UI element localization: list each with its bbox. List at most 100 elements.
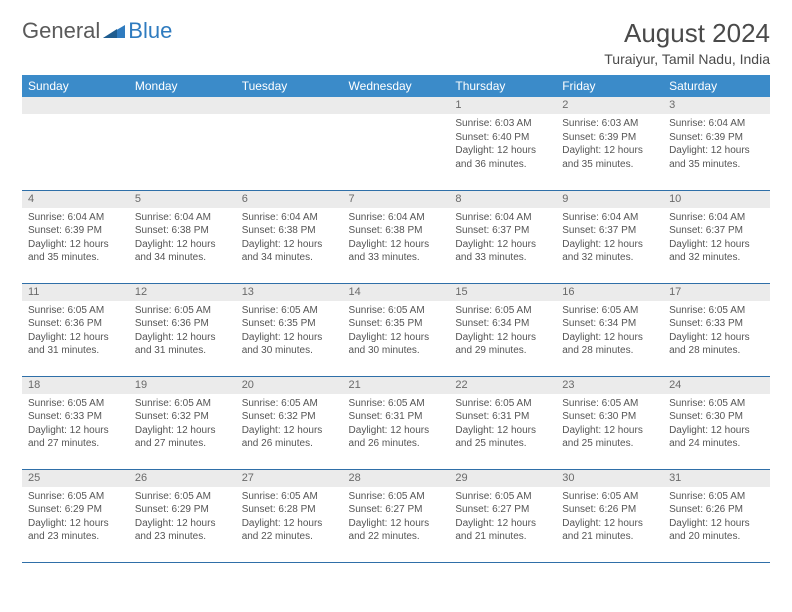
daylight-text: Daylight: 12 hours and 35 minutes. — [669, 144, 764, 171]
day-number: 21 — [343, 377, 450, 394]
sunrise-text: Sunrise: 6:05 AM — [562, 490, 657, 504]
day-details: Sunrise: 6:03 AMSunset: 6:39 PMDaylight:… — [556, 114, 663, 171]
day-number: 19 — [129, 377, 236, 394]
sunrise-text: Sunrise: 6:05 AM — [669, 490, 764, 504]
calendar-cell: 30Sunrise: 6:05 AMSunset: 6:26 PMDayligh… — [556, 469, 663, 562]
calendar-cell: 21Sunrise: 6:05 AMSunset: 6:31 PMDayligh… — [343, 376, 450, 469]
location: Turaiyur, Tamil Nadu, India — [604, 51, 770, 67]
weekday-header-row: Sunday Monday Tuesday Wednesday Thursday… — [22, 75, 770, 97]
sunset-text: Sunset: 6:32 PM — [135, 410, 230, 424]
daylight-text: Daylight: 12 hours and 29 minutes. — [455, 331, 550, 358]
day-number: 8 — [449, 191, 556, 208]
sunrise-text: Sunrise: 6:03 AM — [455, 117, 550, 131]
calendar-cell: 27Sunrise: 6:05 AMSunset: 6:28 PMDayligh… — [236, 469, 343, 562]
daylight-text: Daylight: 12 hours and 26 minutes. — [242, 424, 337, 451]
daylight-text: Daylight: 12 hours and 28 minutes. — [669, 331, 764, 358]
header: General Blue August 2024 Turaiyur, Tamil… — [22, 18, 770, 67]
daylight-text: Daylight: 12 hours and 30 minutes. — [349, 331, 444, 358]
calendar-cell: 18Sunrise: 6:05 AMSunset: 6:33 PMDayligh… — [22, 376, 129, 469]
sunrise-text: Sunrise: 6:05 AM — [242, 397, 337, 411]
daylight-text: Daylight: 12 hours and 31 minutes. — [28, 331, 123, 358]
daylight-text: Daylight: 12 hours and 33 minutes. — [455, 238, 550, 265]
day-details: Sunrise: 6:05 AMSunset: 6:33 PMDaylight:… — [663, 301, 770, 358]
sunset-text: Sunset: 6:37 PM — [669, 224, 764, 238]
sunset-text: Sunset: 6:39 PM — [28, 224, 123, 238]
calendar-table: Sunday Monday Tuesday Wednesday Thursday… — [22, 75, 770, 563]
daylight-text: Daylight: 12 hours and 32 minutes. — [669, 238, 764, 265]
day-details: Sunrise: 6:04 AMSunset: 6:39 PMDaylight:… — [22, 208, 129, 265]
daylight-text: Daylight: 12 hours and 35 minutes. — [562, 144, 657, 171]
daylight-text: Daylight: 12 hours and 23 minutes. — [28, 517, 123, 544]
day-number: 13 — [236, 284, 343, 301]
sunrise-text: Sunrise: 6:05 AM — [562, 304, 657, 318]
sunset-text: Sunset: 6:31 PM — [455, 410, 550, 424]
calendar-cell: 23Sunrise: 6:05 AMSunset: 6:30 PMDayligh… — [556, 376, 663, 469]
sunset-text: Sunset: 6:36 PM — [28, 317, 123, 331]
daylight-text: Daylight: 12 hours and 22 minutes. — [242, 517, 337, 544]
calendar-cell: 6Sunrise: 6:04 AMSunset: 6:38 PMDaylight… — [236, 190, 343, 283]
brand-text-1: General — [22, 18, 100, 44]
day-number: 18 — [22, 377, 129, 394]
brand-logo: General Blue — [22, 18, 172, 44]
sunset-text: Sunset: 6:40 PM — [455, 131, 550, 145]
day-details: Sunrise: 6:04 AMSunset: 6:38 PMDaylight:… — [236, 208, 343, 265]
day-details: Sunrise: 6:05 AMSunset: 6:32 PMDaylight:… — [129, 394, 236, 451]
calendar-cell: 16Sunrise: 6:05 AMSunset: 6:34 PMDayligh… — [556, 283, 663, 376]
sunrise-text: Sunrise: 6:05 AM — [135, 304, 230, 318]
sunrise-text: Sunrise: 6:05 AM — [562, 397, 657, 411]
daylight-text: Daylight: 12 hours and 21 minutes. — [562, 517, 657, 544]
sunset-text: Sunset: 6:26 PM — [562, 503, 657, 517]
calendar-cell: 31Sunrise: 6:05 AMSunset: 6:26 PMDayligh… — [663, 469, 770, 562]
daylight-text: Daylight: 12 hours and 28 minutes. — [562, 331, 657, 358]
sunset-text: Sunset: 6:31 PM — [349, 410, 444, 424]
day-details: Sunrise: 6:05 AMSunset: 6:27 PMDaylight:… — [449, 487, 556, 544]
day-number: 25 — [22, 470, 129, 487]
calendar-cell — [236, 97, 343, 190]
sunset-text: Sunset: 6:38 PM — [349, 224, 444, 238]
day-details: Sunrise: 6:05 AMSunset: 6:34 PMDaylight:… — [556, 301, 663, 358]
sunrise-text: Sunrise: 6:04 AM — [562, 211, 657, 225]
daylight-text: Daylight: 12 hours and 34 minutes. — [135, 238, 230, 265]
day-number: 14 — [343, 284, 450, 301]
calendar-cell — [22, 97, 129, 190]
day-number: 10 — [663, 191, 770, 208]
sunset-text: Sunset: 6:38 PM — [242, 224, 337, 238]
calendar-cell: 3Sunrise: 6:04 AMSunset: 6:39 PMDaylight… — [663, 97, 770, 190]
day-number: 5 — [129, 191, 236, 208]
daylight-text: Daylight: 12 hours and 23 minutes. — [135, 517, 230, 544]
sunset-text: Sunset: 6:27 PM — [349, 503, 444, 517]
weekday-header: Friday — [556, 75, 663, 97]
title-block: August 2024 Turaiyur, Tamil Nadu, India — [604, 18, 770, 67]
calendar-cell: 2Sunrise: 6:03 AMSunset: 6:39 PMDaylight… — [556, 97, 663, 190]
day-number: 29 — [449, 470, 556, 487]
sunset-text: Sunset: 6:35 PM — [242, 317, 337, 331]
calendar-body: 1 Sunrise: 6:03 AMSunset: 6:40 PM Daylight… — [22, 97, 770, 562]
day-details: Sunrise: 6:04 AMSunset: 6:37 PMDaylight:… — [663, 208, 770, 265]
calendar-cell: 14Sunrise: 6:05 AMSunset: 6:35 PMDayligh… — [343, 283, 450, 376]
daylight-text: Daylight: 12 hours and 24 minutes. — [669, 424, 764, 451]
sunrise-text: Sunrise: 6:05 AM — [135, 490, 230, 504]
sunrise-text: Sunrise: 6:04 AM — [242, 211, 337, 225]
day-number-empty — [22, 97, 129, 114]
sunrise-text: Sunrise: 6:05 AM — [242, 304, 337, 318]
calendar-row: 25Sunrise: 6:05 AMSunset: 6:29 PMDayligh… — [22, 469, 770, 562]
day-number: 4 — [22, 191, 129, 208]
day-details: Sunrise: 6:05 AMSunset: 6:36 PMDaylight:… — [22, 301, 129, 358]
day-number: 1 — [449, 97, 556, 114]
calendar-row: 1 Sunrise: 6:03 AMSunset: 6:40 PM Daylight… — [22, 97, 770, 190]
sunset-text: Sunset: 6:30 PM — [669, 410, 764, 424]
calendar-cell: 11Sunrise: 6:05 AMSunset: 6:36 PMDayligh… — [22, 283, 129, 376]
day-number-empty — [129, 97, 236, 114]
day-details: Sunrise: 6:05 AMSunset: 6:26 PMDaylight:… — [663, 487, 770, 544]
sunset-text: Sunset: 6:30 PM — [562, 410, 657, 424]
weekday-header: Wednesday — [343, 75, 450, 97]
day-number: 17 — [663, 284, 770, 301]
calendar-cell: 17Sunrise: 6:05 AMSunset: 6:33 PMDayligh… — [663, 283, 770, 376]
day-number-empty — [343, 97, 450, 114]
day-details: Sunrise: 6:05 AMSunset: 6:35 PMDaylight:… — [236, 301, 343, 358]
calendar-cell — [343, 97, 450, 190]
sunset-text: Sunset: 6:36 PM — [135, 317, 230, 331]
sunrise-text: Sunrise: 6:05 AM — [455, 397, 550, 411]
sunrise-text: Sunrise: 6:05 AM — [669, 397, 764, 411]
brand-text-2: Blue — [128, 18, 172, 44]
